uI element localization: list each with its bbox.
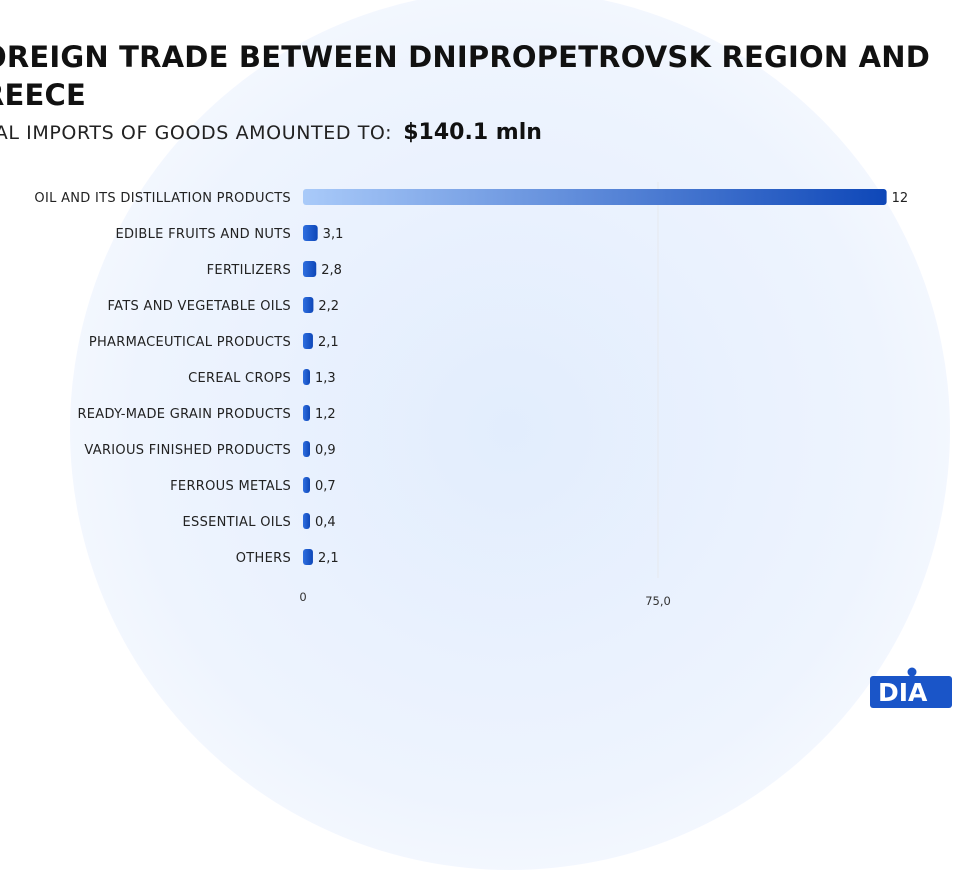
- category-label: PHARMACEUTICAL PRODUCTS: [89, 335, 291, 350]
- category-label: FERTILIZERS: [207, 263, 291, 278]
- data-label: 0,9: [315, 443, 336, 458]
- bar: [303, 225, 318, 241]
- logo-text: DIA: [878, 678, 928, 707]
- data-label: 2,1: [318, 335, 339, 350]
- bar: [303, 549, 313, 565]
- category-label: OIL AND ITS DISTILLATION PRODUCTS: [34, 191, 291, 206]
- data-label: 2,2: [318, 299, 339, 314]
- dia-logo: DIA: [870, 667, 952, 708]
- subtitle-label: TAL IMPORTS OF GOODS AMOUNTED TO:: [0, 122, 393, 144]
- data-label: 12: [892, 191, 909, 206]
- bar: [303, 513, 310, 529]
- page-title: OREIGN TRADE BETWEEN DNIPROPETROVSK REGI…: [0, 38, 960, 114]
- title-line-2: REECE: [0, 78, 87, 112]
- title-line-1: OREIGN TRADE BETWEEN DNIPROPETROVSK REGI…: [0, 40, 931, 74]
- bar: [303, 441, 310, 457]
- subtitle-value: $140.1 mln: [403, 120, 542, 145]
- bar: [303, 189, 887, 205]
- category-label: ESSENTIAL OILS: [183, 515, 291, 530]
- data-label: 1,3: [315, 371, 336, 386]
- data-label: 0,4: [315, 515, 336, 530]
- category-label: VARIOUS FINISHED PRODUCTS: [84, 443, 291, 458]
- data-label: 2,8: [321, 263, 342, 278]
- bar: [303, 333, 313, 349]
- bar: [303, 261, 317, 277]
- category-label: FATS AND VEGETABLE OILS: [108, 299, 291, 314]
- category-label: OTHERS: [236, 551, 291, 566]
- subtitle: TAL IMPORTS OF GOODS AMOUNTED TO: $140.1…: [0, 120, 542, 145]
- category-label: READY-MADE GRAIN PRODUCTS: [77, 407, 291, 422]
- bar: [303, 477, 310, 493]
- x-tick-label: 75,0: [645, 594, 671, 608]
- data-label: 3,1: [323, 227, 344, 242]
- data-label: 1,2: [315, 407, 336, 422]
- bar: [303, 369, 310, 385]
- bar: [303, 297, 314, 313]
- data-label: 0,7: [315, 479, 336, 494]
- bar-chart: OIL AND ITS DISTILLATION PRODUCTS 12 EDIBL…: [34, 182, 909, 608]
- category-label: FERROUS METALS: [170, 479, 291, 494]
- bar: [303, 405, 310, 421]
- category-label: CEREAL CROPS: [188, 371, 291, 386]
- x-tick-label: 0: [299, 590, 306, 604]
- data-label: 2,1: [318, 551, 339, 566]
- category-label: EDIBLE FRUITS AND NUTS: [115, 227, 291, 242]
